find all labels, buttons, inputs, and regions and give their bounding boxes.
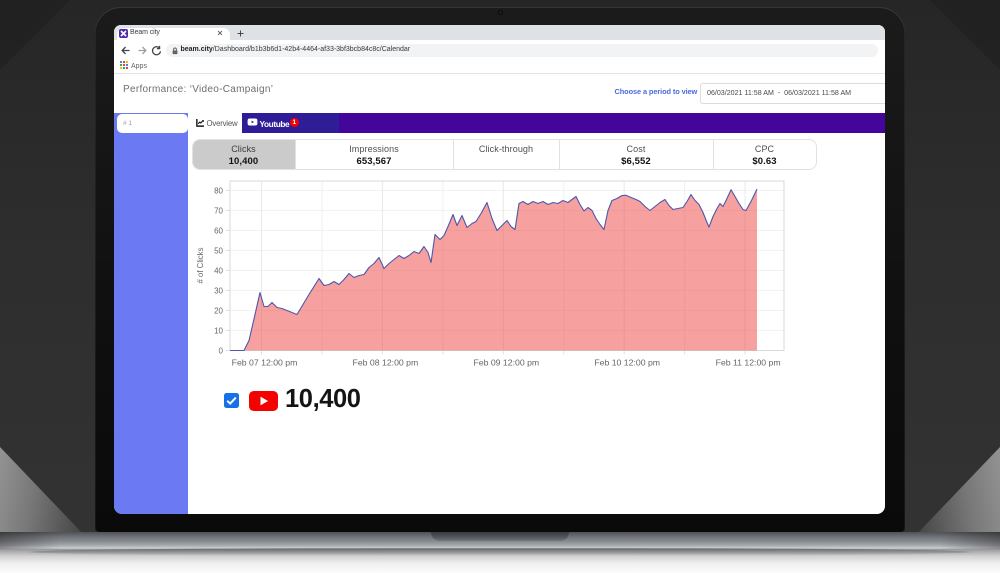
svg-text:# of Clicks: # of Clicks [196, 247, 205, 283]
svg-text:30: 30 [214, 286, 223, 295]
svg-text:Feb 07 12:00 pm: Feb 07 12:00 pm [232, 358, 298, 368]
svg-text:50: 50 [214, 246, 223, 255]
svg-text:Feb 11 12:00 pm: Feb 11 12:00 pm [716, 358, 781, 368]
svg-text:20: 20 [214, 306, 223, 315]
svg-text:70: 70 [214, 206, 223, 215]
svg-text:Feb 08 12:00 pm: Feb 08 12:00 pm [353, 358, 419, 368]
svg-text:10: 10 [214, 326, 223, 335]
svg-text:0: 0 [219, 346, 224, 355]
svg-text:40: 40 [214, 266, 223, 275]
svg-text:Feb 09 12:00 pm: Feb 09 12:00 pm [473, 358, 539, 368]
svg-text:60: 60 [214, 226, 223, 235]
svg-text:Feb 10 12:00 pm: Feb 10 12:00 pm [594, 358, 660, 368]
svg-text:80: 80 [214, 186, 223, 195]
